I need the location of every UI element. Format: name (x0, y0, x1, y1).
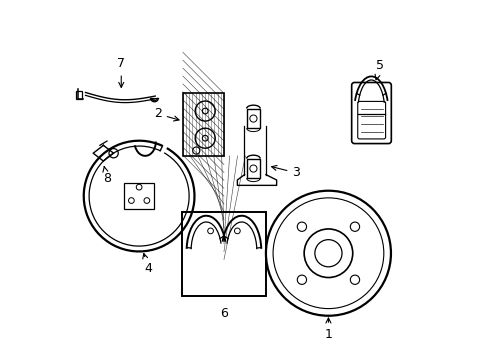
Text: 2: 2 (154, 107, 179, 121)
Text: 5: 5 (374, 59, 384, 80)
Bar (246, 158, 260, 178)
Bar (183, 93, 224, 156)
Bar (123, 183, 154, 210)
Text: 6: 6 (220, 307, 227, 320)
Bar (246, 109, 260, 128)
Text: 7: 7 (117, 57, 125, 87)
Bar (182, 212, 265, 296)
Text: 3: 3 (271, 166, 300, 179)
Text: 1: 1 (324, 318, 332, 341)
Text: 8: 8 (102, 167, 111, 185)
Bar (76, 91, 81, 99)
Text: 4: 4 (142, 253, 152, 275)
